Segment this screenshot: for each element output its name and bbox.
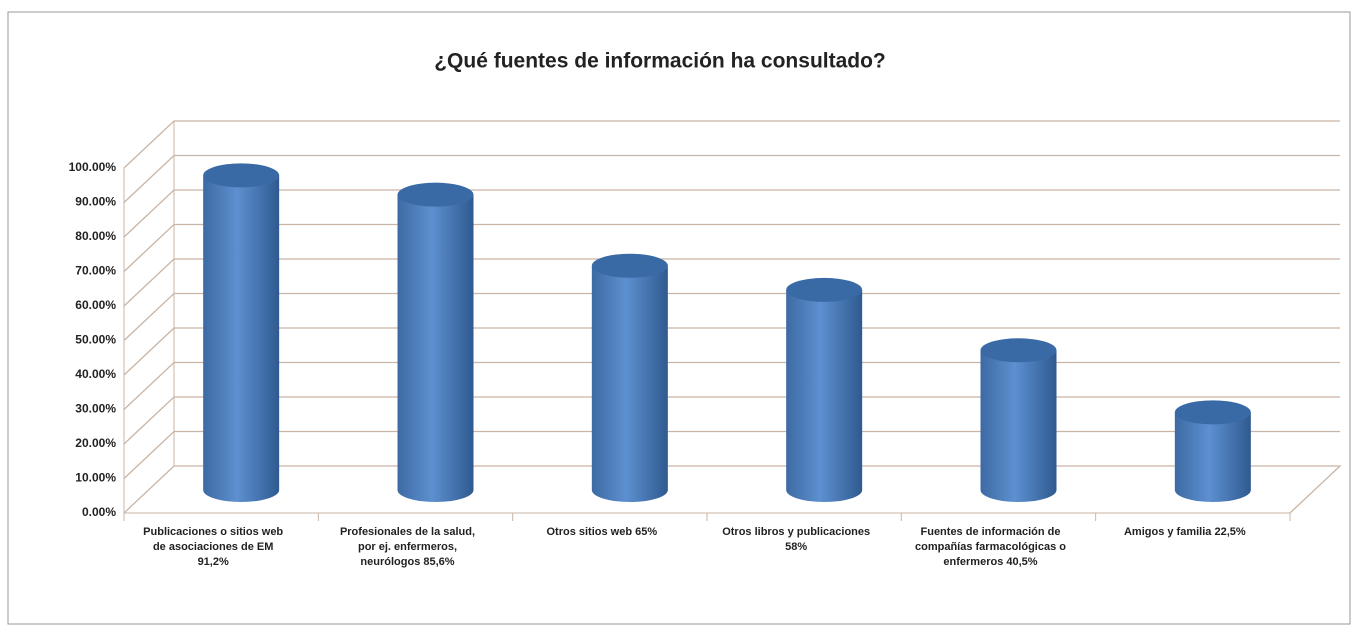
y-tick-label: 10.00%	[75, 471, 116, 485]
bar	[980, 350, 1057, 503]
x-tick-label: Publicaciones o sitios web de asociacion…	[143, 526, 284, 568]
grid-line	[123, 430, 1340, 479]
y-tick-label: 60.00%	[75, 298, 116, 312]
grid-line	[123, 189, 1340, 238]
x-tick-label: Otros libros y publicaciones 58%	[722, 526, 871, 553]
y-tick-label: 0.00%	[82, 505, 116, 519]
bar-top	[1174, 400, 1251, 425]
x-tick-label: Profesionales de la salud, por ej. enfer…	[339, 526, 476, 568]
bar-top	[786, 277, 863, 302]
bar	[203, 175, 280, 502]
bar-top	[203, 163, 280, 188]
y-tick-label: 90.00%	[75, 195, 116, 209]
y-tick-label: 40.00%	[75, 367, 116, 381]
y-tick-label: 80.00%	[75, 229, 116, 243]
frame	[7, 11, 1351, 625]
grid-line	[123, 154, 1340, 203]
y-tick-label: 70.00%	[75, 264, 116, 278]
bar-top	[591, 253, 668, 278]
y-tick-label: 30.00%	[75, 402, 116, 416]
grid-line	[123, 327, 1340, 376]
x-tick-label: Otros sitios web 65%	[546, 526, 658, 538]
grid-line	[123, 292, 1340, 341]
bar-top	[980, 338, 1057, 363]
x-tick-label: Fuentes de información de compañías farm…	[914, 526, 1066, 568]
grid-line	[123, 223, 1340, 272]
y-tick-label: 50.00%	[75, 333, 116, 347]
grid-line	[123, 120, 1340, 169]
bar	[786, 289, 863, 503]
grid-line	[123, 465, 1342, 514]
bar	[1174, 412, 1251, 503]
grid-line	[123, 396, 1340, 445]
x-tick-label: Amigos y familia 22,5%	[1123, 526, 1246, 538]
bar	[397, 194, 474, 503]
grid-line	[123, 361, 1340, 410]
grid-line	[123, 258, 1340, 307]
bar	[591, 265, 668, 502]
chart-title: ¿Qué fuentes de información ha consultad…	[434, 50, 886, 73]
bar-top	[397, 182, 474, 207]
y-tick-label: 20.00%	[75, 436, 116, 450]
y-tick-label: 100.00%	[69, 160, 117, 174]
